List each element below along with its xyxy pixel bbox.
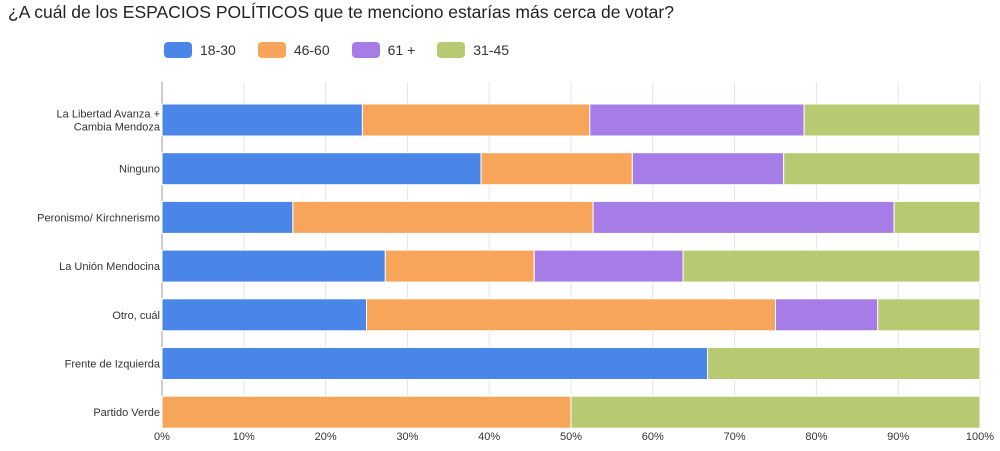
legend: 18-30 46-60 61 + 31-45 xyxy=(164,42,531,58)
legend-swatch-61-plus xyxy=(351,42,380,58)
legend-item-61-plus[interactable]: 61 + xyxy=(351,42,416,58)
bar-segment[interactable] xyxy=(161,395,572,429)
legend-label-18-30: 18-30 xyxy=(200,42,236,58)
legend-swatch-46-60 xyxy=(257,42,286,58)
bar-segment[interactable] xyxy=(161,103,363,137)
bar-segment[interactable] xyxy=(893,200,981,234)
legend-item-46-60[interactable]: 46-60 xyxy=(257,42,330,58)
bar-segment[interactable] xyxy=(775,298,879,332)
bar-segment[interactable] xyxy=(631,152,785,186)
legend-label-31-45: 31-45 xyxy=(473,42,510,58)
x-tick-label: 70% xyxy=(724,431,746,443)
category-label: Partido Verde xyxy=(93,407,160,419)
x-tick-label: 80% xyxy=(805,431,827,443)
legend-label-61-plus: 61 + xyxy=(387,42,416,58)
bar-segment[interactable] xyxy=(161,298,367,332)
bar-segment[interactable] xyxy=(589,103,805,137)
bar-segment[interactable] xyxy=(480,152,633,186)
bar-segment[interactable] xyxy=(361,103,591,137)
legend-item-31-45[interactable]: 31-45 xyxy=(437,42,509,58)
x-tick-label: 40% xyxy=(478,431,500,443)
x-tick-label: 0% xyxy=(154,431,170,443)
bar-segment[interactable] xyxy=(384,249,535,283)
category-label: Frente de Izquierda xyxy=(65,359,161,371)
legend-label-46-60: 46-60 xyxy=(293,42,330,58)
bar-segment[interactable] xyxy=(707,347,981,380)
chart-title: ¿A cuál de los ESPACIOS POLÍTICOS que te… xyxy=(8,2,674,22)
bar-segment[interactable] xyxy=(161,152,482,186)
x-tick-label: 60% xyxy=(642,431,664,443)
bar-segment[interactable] xyxy=(682,249,981,283)
category-label: Otro, cuál xyxy=(112,310,160,322)
bar-segment[interactable] xyxy=(592,200,895,234)
bar-segment[interactable] xyxy=(877,298,981,332)
x-tick-label: 100% xyxy=(966,431,994,443)
x-tick-label: 50% xyxy=(560,431,582,443)
legend-swatch-31-45 xyxy=(437,42,466,58)
x-tick-label: 10% xyxy=(233,431,255,443)
x-tick-label: 90% xyxy=(887,431,909,443)
legend-swatch-18-30 xyxy=(164,42,192,58)
x-tick-label: 20% xyxy=(315,431,337,443)
bar-segment[interactable] xyxy=(161,249,386,283)
legend-item-18-30[interactable]: 18-30 xyxy=(164,42,236,58)
bar-segment[interactable] xyxy=(570,395,981,429)
bars-layer xyxy=(161,103,981,429)
category-label: La Libertad Avanza + Cambia Mendoza xyxy=(57,109,161,134)
bar-segment[interactable] xyxy=(803,103,981,137)
bar-segment[interactable] xyxy=(161,347,709,380)
category-labels: La Libertad Avanza + Cambia Mendoza Ningun… xyxy=(37,109,161,420)
category-label: Peronismo/ Kirchnerismo xyxy=(37,212,160,224)
bar-segment[interactable] xyxy=(783,152,981,186)
bar-segment[interactable] xyxy=(533,249,684,283)
bar-segment[interactable] xyxy=(292,200,594,234)
bar-segment[interactable] xyxy=(161,200,294,234)
category-label: Ninguno xyxy=(119,164,160,176)
x-tick-label: 30% xyxy=(396,431,418,443)
x-axis-ticks: 0% 10% 20% 30% 40% 50% 60% 70% 80% 90% 100% xyxy=(154,431,994,443)
category-label: La Unión Mendocina xyxy=(59,261,161,273)
bar-segment[interactable] xyxy=(366,298,776,332)
